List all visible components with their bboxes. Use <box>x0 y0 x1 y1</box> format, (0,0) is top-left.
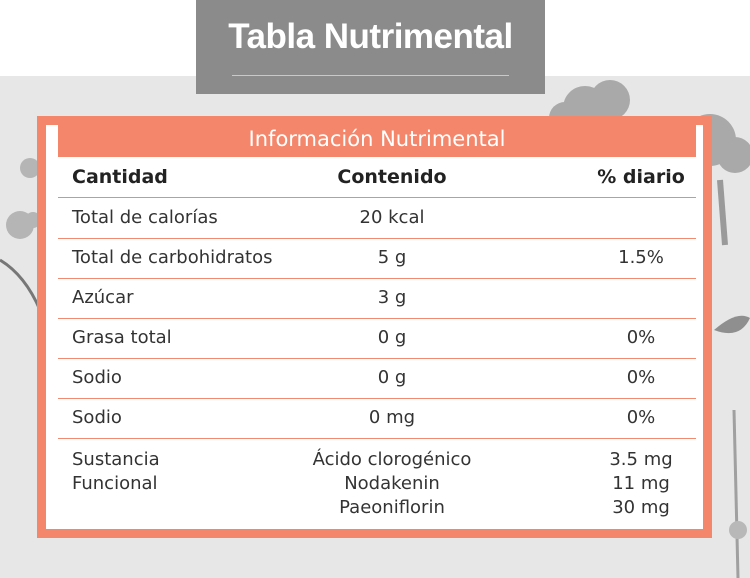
functional-content-item: Paeoniflorin <box>339 497 445 518</box>
table-row: Azúcar 3 g <box>58 278 696 319</box>
column-header-content: Contenido <box>337 166 447 188</box>
row-content: 0 mg <box>368 407 416 428</box>
functional-label-line: Funcional <box>72 473 158 494</box>
row-content: 3 g <box>377 287 407 308</box>
table-header-banner: Información Nutrimental <box>58 121 696 157</box>
row-content: 0 g <box>377 367 407 388</box>
functional-contents: Ácido clorogénico Nodakenin Paeoniflorin <box>268 448 516 520</box>
functional-substance-row: Sustancia Funcional Ácido clorogénico No… <box>58 440 696 526</box>
row-daily: 0% <box>626 407 656 428</box>
functional-content-item: Nodakenin <box>344 473 440 494</box>
row-label: Azúcar <box>72 287 134 308</box>
row-daily: 0% <box>626 367 656 388</box>
table-row: Sodio 0 g 0% <box>58 358 696 399</box>
functional-amount-item: 11 mg <box>612 473 670 494</box>
row-label: Grasa total <box>72 327 172 348</box>
column-header-daily: % diario <box>597 166 685 188</box>
functional-amount-item: 30 mg <box>612 497 670 518</box>
row-label: Sodio <box>72 367 122 388</box>
title-banner: Tabla Nutrimental <box>196 0 545 94</box>
table-row: Total de calorías 20 kcal <box>58 198 696 239</box>
functional-amount-item: 3.5 mg <box>609 449 673 470</box>
nutrition-card <box>37 116 712 538</box>
page-title: Tabla Nutrimental <box>228 17 513 56</box>
title-divider <box>232 75 509 76</box>
row-content: 5 g <box>377 247 407 268</box>
table-column-headers: Cantidad Contenido % diario <box>58 157 696 198</box>
table-row: Grasa total 0 g 0% <box>58 318 696 359</box>
plant-leaf-illustration <box>714 315 750 578</box>
functional-label: Sustancia Funcional <box>72 448 160 496</box>
row-content: 20 kcal <box>359 207 425 228</box>
functional-content-item: Ácido clorogénico <box>312 449 472 470</box>
table-row: Sodio 0 mg 0% <box>58 398 696 439</box>
column-header-quantity: Cantidad <box>72 166 168 188</box>
table-row: Total de carbohidratos 5 g 1.5% <box>58 238 696 279</box>
row-label: Sodio <box>72 407 122 428</box>
functional-label-line: Sustancia <box>72 449 160 470</box>
row-label: Total de carbohidratos <box>72 247 273 268</box>
functional-amounts: 3.5 mg 11 mg 30 mg <box>576 448 706 520</box>
row-label: Total de calorías <box>72 207 218 228</box>
nutrition-card-body <box>46 125 703 529</box>
row-content: 0 g <box>377 327 407 348</box>
row-daily: 1.5% <box>618 247 664 268</box>
row-daily: 0% <box>626 327 656 348</box>
